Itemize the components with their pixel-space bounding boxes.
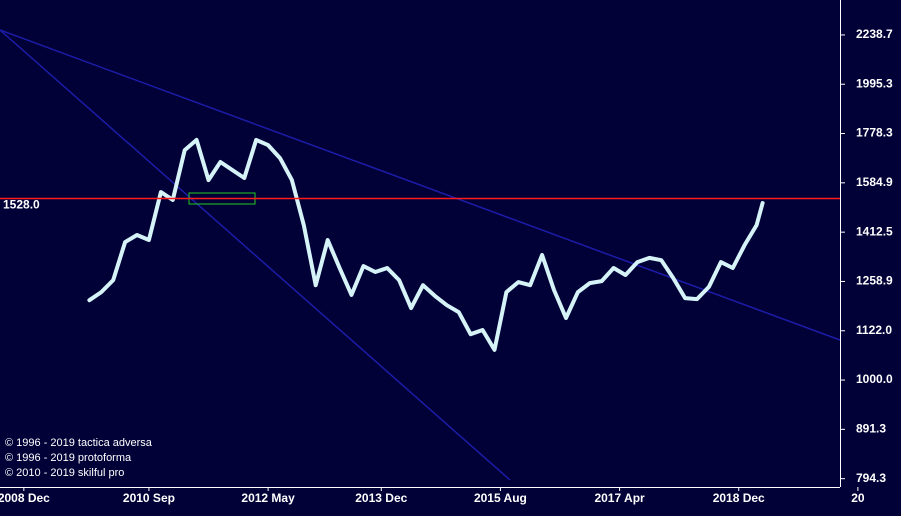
y-tick-label: 1778.3: [856, 126, 893, 140]
price-line: [87, 137, 765, 352]
level-label: 1528.0: [3, 198, 40, 212]
y-tick-label: 2238.7: [856, 27, 893, 41]
copyright-note: © 2010 - 2019 skilful pro: [5, 467, 124, 479]
x-tick-label: 2018 Dec: [713, 491, 765, 505]
x-tick-label: 2017 Apr: [594, 491, 645, 505]
y-tick-label: 1584.9: [856, 175, 893, 189]
x-tick-label: 20: [851, 491, 865, 505]
trend-line: [0, 29, 841, 341]
x-tick-label: 2012 May: [241, 491, 295, 505]
y-tick-label: 1122.0: [856, 323, 892, 337]
x-tick-label: 2015 Aug: [474, 491, 527, 505]
copyright-note: © 1996 - 2019 protoforma: [5, 452, 132, 464]
y-tick-label: 794.3: [856, 471, 886, 485]
y-tick-label: 1995.3: [856, 76, 893, 90]
x-tick-label: 2008 Dec: [0, 491, 50, 505]
x-tick-label: 2010 Sep: [123, 491, 175, 505]
x-tick-label: 2013 Dec: [355, 491, 407, 505]
y-tick-label: 891.3: [856, 422, 886, 436]
y-tick-label: 1000.0: [856, 372, 893, 386]
trend-line: [0, 29, 511, 481]
y-tick-label: 1258.9: [856, 274, 893, 288]
copyright-note: © 1996 - 2019 tactica adversa: [5, 437, 153, 449]
y-tick-label: 1412.5: [856, 224, 893, 238]
